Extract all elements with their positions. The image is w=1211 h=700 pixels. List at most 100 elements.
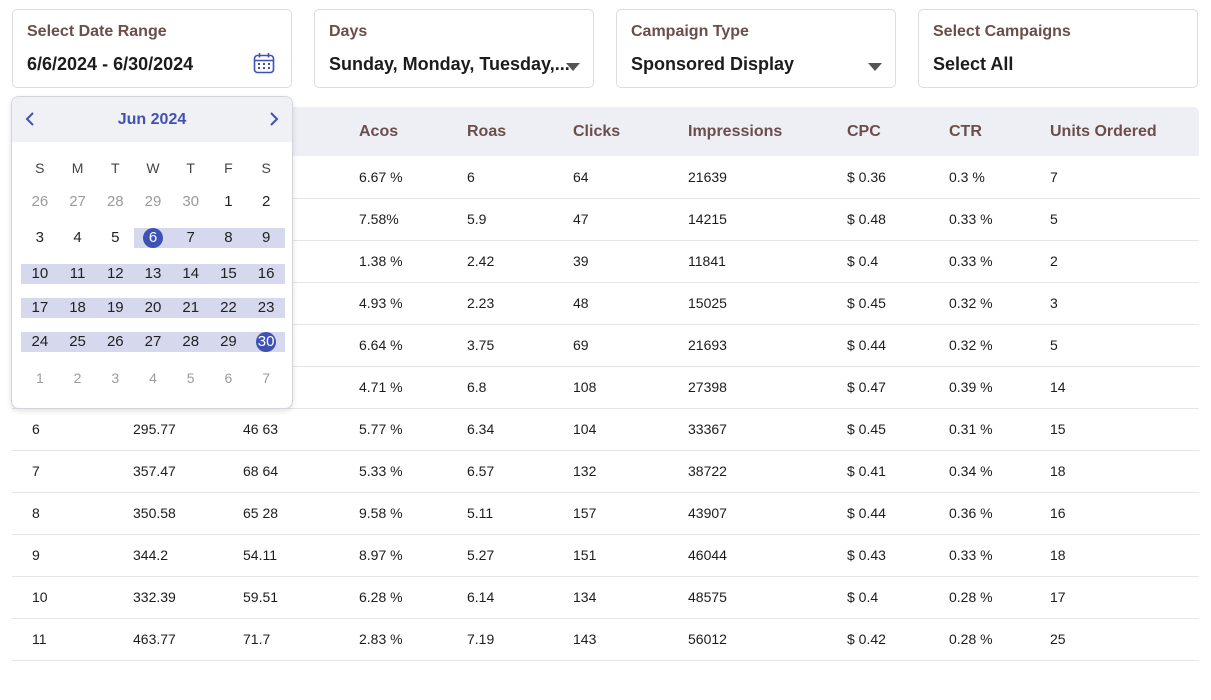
calendar-week-row: 10 11 12 13 14 15 16 [21,264,285,284]
weekday-label: W [146,160,160,176]
calendar-day[interactable]: 20 [134,298,172,318]
calendar-day[interactable]: 7 [171,228,210,248]
calendar-day[interactable]: 2 [73,370,82,386]
column-header-acos[interactable]: Acos [359,107,467,156]
table-cell: $ 0.45 [847,282,949,325]
days-value[interactable]: Sunday, Monday, Tuesday,... [329,54,570,74]
calendar-day[interactable]: 22 [209,298,248,318]
date-range-filter[interactable]: Select Date Range 6/6/2024 - 6/30/2024 [12,9,292,88]
caret-down-icon[interactable] [868,63,882,71]
calendar-day[interactable]: 6 [224,370,233,386]
table-cell: 1.38 % [359,240,467,283]
table-row[interactable]: 10 332.39 59.51 6.28 % 6.14 134 48575 $ 0.4 0.28… [12,576,1199,619]
chevron-right-icon[interactable] [268,111,280,132]
caret-down-icon[interactable] [566,63,580,71]
table-cell: 3.75 [467,324,573,367]
table-cell: 8 [12,492,133,535]
calendar-day[interactable]: 29 [144,193,162,210]
table-cell: 14215 [688,198,847,241]
calendar-day[interactable]: 11 [58,264,97,284]
column-header-cpc[interactable]: CPC [847,107,949,156]
table-cell: 16 [1050,492,1199,535]
table-cell: 350.58 [133,492,243,535]
calendar-day[interactable]: 3 [111,370,120,386]
table-cell: 0.33 % [949,240,1050,283]
table-row[interactable]: 11 463.77 71.7 2.83 % 7.19 143 56012 $ 0.42 0.28… [12,618,1199,661]
table-cell: 2.83 % [359,618,467,661]
calendar-day[interactable]: 4 [149,370,157,386]
calendar-day[interactable]: 28 [171,332,210,352]
calendar-day[interactable]: 27 [134,332,172,352]
days-filter[interactable]: Days Sunday, Monday, Tuesday,... [314,9,594,88]
calendar-day[interactable]: 1 [35,370,44,386]
table-cell: 3 [1050,282,1199,325]
calendar-week-row: 1 2 3 4 5 6 7 [21,368,285,388]
table-cell: 344.2 [133,534,243,577]
date-range-value[interactable]: 6/6/2024 - 6/30/2024 [27,54,194,74]
calendar-day[interactable]: 15 [209,264,248,284]
table-cell: 5 [1050,324,1199,367]
calendar-day[interactable]: 3 [35,229,45,246]
weekday-label: S [35,160,45,176]
calendar-day[interactable]: 25 [58,332,97,352]
table-cell: 43907 [688,492,847,535]
calendar-day[interactable]: 5 [111,229,120,246]
table-cell: 6.57 [467,450,573,493]
column-header-units-ordered[interactable]: Units Ordered [1050,107,1199,156]
table-cell: 357.47 [133,450,243,493]
campaigns-value[interactable]: Select All [933,54,1014,74]
calendar-day[interactable]: 12 [96,264,135,284]
table-cell: 332.39 [133,576,243,619]
calendar-day[interactable]: 26 [31,193,49,210]
table-cell: 69 [573,324,688,367]
calendar-day[interactable]: 2 [261,193,271,210]
table-cell: 27398 [688,366,847,409]
campaigns-filter[interactable]: Select Campaigns Select All [918,9,1198,88]
table-cell: 10 [12,576,133,619]
table-row[interactable]: 4.71 % 6.8 108 27398 $ 0.47 0.39 % 14 [12,366,1199,409]
calendar-day[interactable]: 7 [262,370,271,386]
calendar-day[interactable]: 30 [182,193,200,210]
campaign-type-value[interactable]: Sponsored Display [631,54,795,74]
table-row[interactable]: 6 295.77 46 63 5.77 % 6.34 104 33367 $ 0.45 0.31… [12,408,1199,451]
table-row[interactable]: 9 344.2 54.11 8.97 % 5.27 151 46044 $ 0.43 0.33 … [12,534,1199,577]
column-header-clicks[interactable]: Clicks [573,107,688,156]
calendar-day-selected[interactable]: 6 [134,228,172,248]
calendar-day[interactable]: 26 [96,332,135,352]
calendar-day[interactable]: 18 [58,298,97,318]
table-cell: 6.14 [467,576,573,619]
calendar-day[interactable]: 27 [69,193,86,210]
calendar-day[interactable]: 4 [73,229,82,246]
table-cell: 39 [573,240,688,283]
chevron-left-icon[interactable] [24,111,36,132]
column-header-ctr[interactable]: CTR [949,107,1050,156]
campaign-type-label: Campaign Type [631,23,749,40]
calendar-day[interactable]: 8 [209,228,248,248]
table-cell: 21693 [688,324,847,367]
table-row[interactable]: 8 350.58 65 28 9.58 % 5.11 157 43907 $ 0.44 0.36… [12,492,1199,535]
calendar-day[interactable]: 28 [106,193,124,210]
column-header-impressions[interactable]: Impressions [688,107,847,156]
calendar-day[interactable]: 16 [247,264,285,284]
calendar-day[interactable]: 23 [247,298,285,318]
calendar-icon[interactable] [253,52,275,79]
table-cell: $ 0.42 [847,618,949,661]
calendar-day[interactable]: 9 [247,228,285,248]
calendar-day[interactable]: 17 [21,298,59,318]
calendar-day[interactable]: 13 [134,264,172,284]
calendar-day-selected[interactable]: 30 [247,332,285,352]
calendar-day[interactable]: 14 [171,264,210,284]
calendar-day[interactable]: 1 [224,193,233,210]
calendar-day[interactable]: 5 [186,370,195,386]
calendar-day[interactable]: 10 [21,264,59,284]
table-row[interactable]: 7 357.47 68 64 5.33 % 6.57 132 38722 $ 0.41 0.34… [12,450,1199,493]
calendar-day[interactable]: 21 [171,298,210,318]
calendar-month-label: Jun 2024 [117,111,187,128]
calendar-day[interactable]: 24 [21,332,59,352]
calendar-day[interactable]: 29 [209,332,248,352]
column-header-roas[interactable]: Roas [467,107,573,156]
table-cell: 9.58 % [359,492,467,535]
campaign-type-filter[interactable]: Campaign Type Sponsored Display [616,9,896,88]
date-picker-popup[interactable]: Jun 2024 S M T W T F S 26 27 28 29 30 1 2 3 4 5 6 7… [11,96,293,409]
calendar-day[interactable]: 19 [96,298,135,318]
